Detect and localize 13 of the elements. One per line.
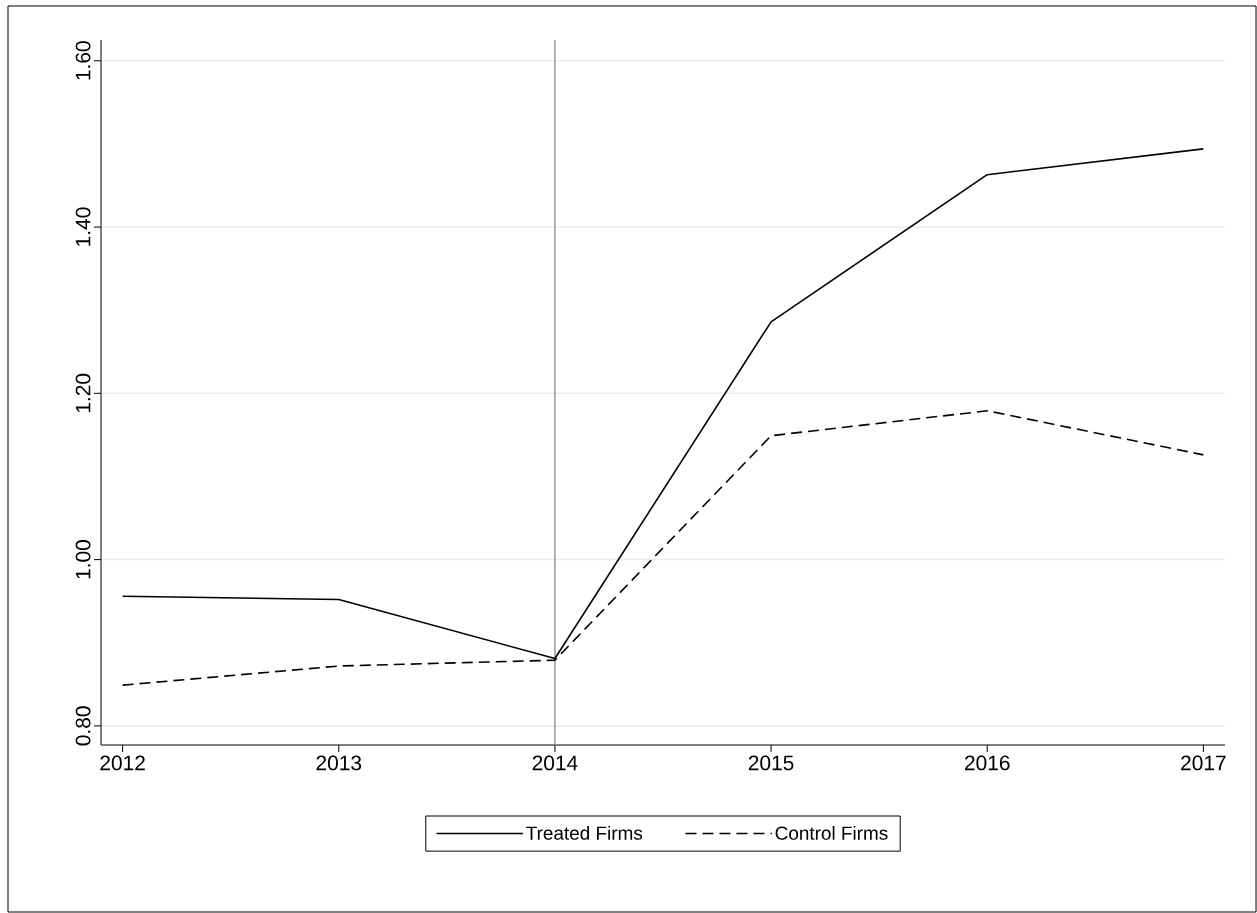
legend-label: Treated Firms [526,825,643,840]
x-tick-label: 2013 [316,755,362,771]
x-tick-label: 2012 [100,755,145,771]
legend-label: Control Firms [775,825,888,840]
y-tick-label: 0.80 [75,706,91,746]
x-tick-label: 2017 [1181,755,1226,771]
x-tick-label: 2014 [532,755,578,771]
x-tick-label: 2015 [748,755,794,771]
y-tick-label: 1.60 [75,41,91,80]
y-tick-label: 1.40 [75,207,91,246]
x-tick-label: 2016 [965,755,1010,771]
y-tick-label: 1.00 [75,540,91,579]
y-tick-label: 1.20 [75,373,91,413]
